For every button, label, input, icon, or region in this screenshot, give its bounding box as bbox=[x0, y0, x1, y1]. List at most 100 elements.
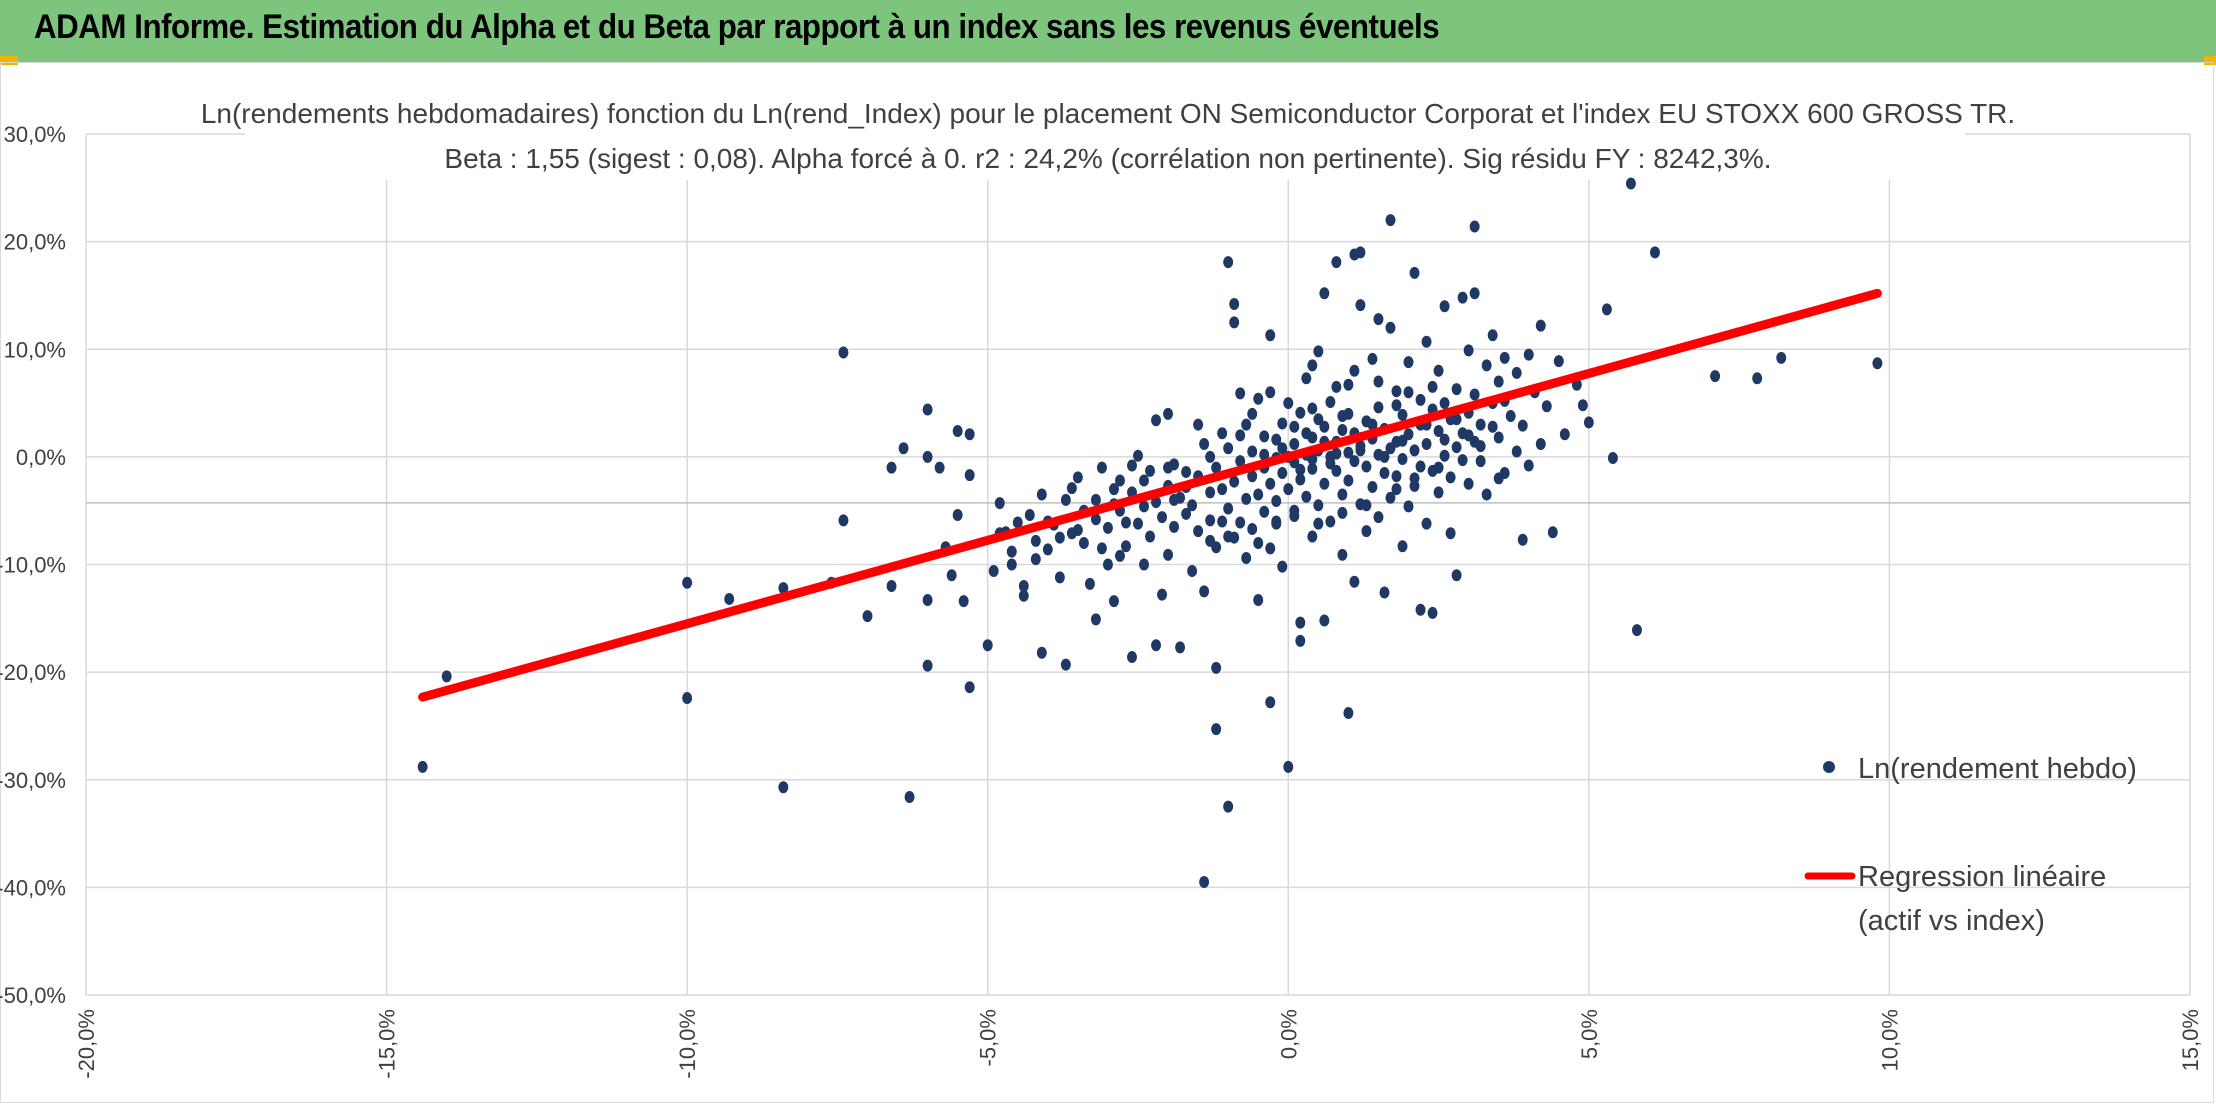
scatter-point bbox=[1397, 408, 1408, 421]
scatter-point bbox=[1217, 515, 1228, 528]
scatter-point bbox=[1060, 658, 1071, 671]
scatter-point bbox=[1583, 416, 1594, 429]
scatter-point bbox=[1469, 388, 1480, 401]
scatter-point bbox=[1277, 442, 1288, 455]
scatter-point bbox=[982, 639, 993, 652]
scatter-point bbox=[1403, 500, 1414, 513]
scatter-point bbox=[1367, 352, 1378, 365]
scatter-points bbox=[417, 177, 1883, 888]
scatter-point bbox=[1433, 364, 1444, 377]
scatter-point bbox=[1229, 475, 1240, 488]
scatter-point bbox=[1090, 513, 1101, 526]
scatter-point bbox=[1451, 413, 1462, 426]
scatter-point bbox=[952, 508, 963, 521]
scatter-point bbox=[1373, 375, 1384, 388]
scatter-point bbox=[1289, 504, 1300, 517]
scatter-point bbox=[1710, 370, 1721, 383]
scatter-point bbox=[1229, 316, 1240, 329]
scatter-point bbox=[964, 469, 975, 482]
scatter-point bbox=[1259, 448, 1270, 461]
scatter-point bbox=[1331, 380, 1342, 393]
scatter-point bbox=[1451, 441, 1462, 454]
scatter-point bbox=[1247, 445, 1258, 458]
scatter-point bbox=[1421, 517, 1432, 530]
scatter-point bbox=[1577, 399, 1588, 412]
scatter-point bbox=[1337, 548, 1348, 561]
regression-line bbox=[418, 288, 1882, 702]
scatter-point bbox=[1211, 461, 1222, 474]
scatter-point bbox=[1187, 564, 1198, 577]
scatter-point bbox=[1120, 516, 1131, 529]
scatter-point bbox=[1193, 525, 1204, 538]
scatter-point bbox=[886, 580, 897, 593]
scatter-point bbox=[1283, 397, 1294, 410]
legend-label-regression-sub: (actif vs index) bbox=[1858, 905, 2045, 937]
scatter-point bbox=[1223, 502, 1234, 515]
scatter-point bbox=[1271, 515, 1282, 528]
scatter-point bbox=[1133, 449, 1143, 462]
y-tick-label: 20,0% bbox=[4, 230, 66, 255]
scatter-point bbox=[1499, 351, 1510, 364]
scatter-point bbox=[838, 346, 849, 359]
scatter-point bbox=[441, 670, 452, 683]
scatter-point bbox=[1439, 300, 1450, 313]
scatter-point bbox=[724, 592, 735, 605]
scatter-point bbox=[1199, 585, 1210, 598]
chart-title-group: Ln(rendements hebdomadaires) fonction du… bbox=[201, 88, 2015, 180]
scatter-point bbox=[1277, 417, 1288, 430]
scatter-point bbox=[1457, 454, 1468, 467]
scatter-point bbox=[1030, 534, 1041, 547]
scatter-point bbox=[1487, 329, 1498, 342]
scatter-point bbox=[1391, 399, 1402, 412]
x-tick-label: -10,0% bbox=[675, 1009, 700, 1079]
scatter-point bbox=[1649, 246, 1660, 259]
axes: 30,0% 20,0% 10,0% 0,0% -10,0% -20,0% -30,0% -40… bbox=[0, 122, 2203, 1079]
scatter-point bbox=[1349, 575, 1360, 588]
scatter-point bbox=[1427, 606, 1438, 619]
scatter-point bbox=[1469, 287, 1480, 300]
scatter-point bbox=[1235, 516, 1246, 529]
scatter-point bbox=[1151, 639, 1162, 652]
scatter-point bbox=[1349, 364, 1360, 377]
scatter-point bbox=[964, 428, 975, 441]
scatter-point bbox=[417, 760, 428, 773]
scatter-point bbox=[922, 659, 933, 672]
scatter-point bbox=[1553, 355, 1564, 368]
scatter-point bbox=[1090, 613, 1101, 626]
y-tick-label: -10,0% bbox=[0, 553, 66, 578]
grid-lines bbox=[85, 133, 2191, 996]
scatter-point bbox=[1397, 540, 1408, 553]
scatter-point bbox=[1217, 427, 1228, 440]
chart-frame bbox=[0, 62, 2214, 1103]
x-tick-label: -5,0% bbox=[976, 1009, 1001, 1066]
scatter-point bbox=[1283, 483, 1294, 496]
scatter-point bbox=[1145, 464, 1156, 477]
scatter-point bbox=[1090, 493, 1101, 506]
scatter-point bbox=[1241, 418, 1252, 431]
scatter-point bbox=[1319, 477, 1330, 490]
scatter-point bbox=[1493, 375, 1504, 388]
scatter-point bbox=[1373, 511, 1384, 524]
scatter-point bbox=[1096, 542, 1107, 555]
legend: Ln(rendement hebdo) Regression linéaire … bbox=[1804, 753, 2137, 937]
scatter-point bbox=[1439, 449, 1450, 462]
scatter-point bbox=[1463, 477, 1474, 490]
scatter-point bbox=[1319, 614, 1330, 627]
scatter-point bbox=[1169, 520, 1180, 533]
scatter-point bbox=[922, 403, 933, 416]
scatter-point bbox=[1114, 474, 1125, 487]
scatter-point bbox=[1247, 470, 1258, 483]
scatter-point bbox=[1355, 299, 1366, 312]
scatter-point bbox=[1463, 344, 1474, 357]
y-tick-label: 0,0% bbox=[16, 445, 66, 470]
chart-subtitle: Beta : 1,55 (sigest : 0,08). Alpha forcé… bbox=[444, 143, 1771, 174]
scatter-point bbox=[1409, 472, 1420, 485]
scatter-point bbox=[1078, 536, 1089, 549]
scatter-point bbox=[1439, 433, 1450, 446]
scatter-point bbox=[1151, 414, 1162, 427]
corner-accent-top-right bbox=[2204, 56, 2216, 65]
scatter-point bbox=[1391, 470, 1402, 483]
scatter-point bbox=[1752, 372, 1763, 385]
scatter-point bbox=[1343, 407, 1354, 420]
scatter-point bbox=[1018, 589, 1029, 602]
